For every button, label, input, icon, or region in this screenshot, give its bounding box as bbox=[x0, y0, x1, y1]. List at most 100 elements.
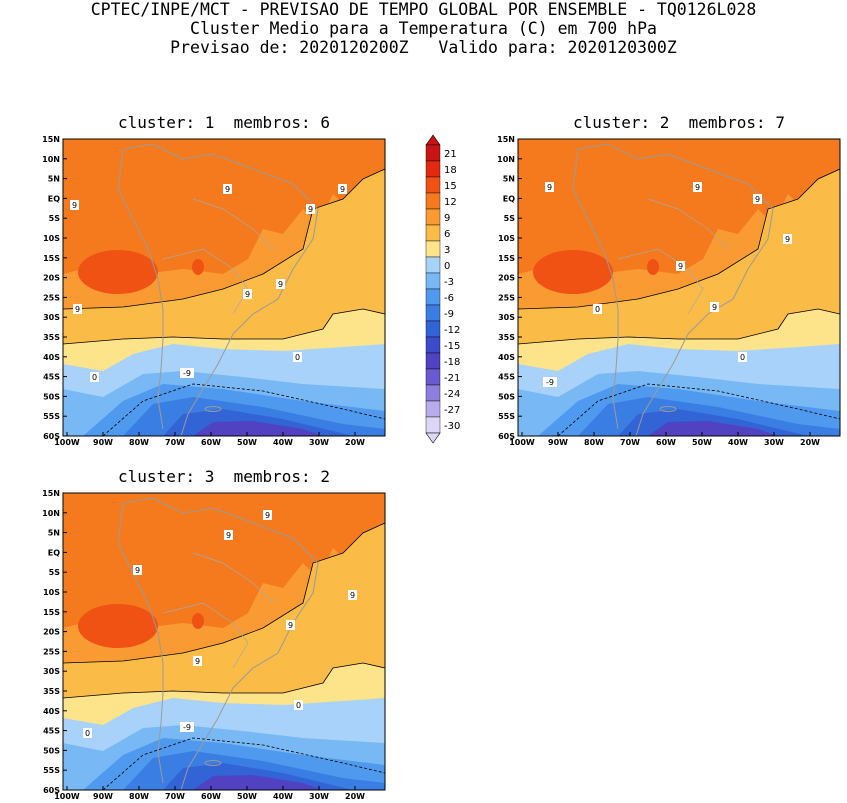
country-borders-north bbox=[192, 552, 274, 604]
lat-label: 30S bbox=[43, 313, 60, 322]
colorbar-label: -27 bbox=[444, 405, 460, 416]
lat-label: 5N bbox=[48, 175, 60, 184]
contour-label: 9 bbox=[678, 262, 683, 271]
falkland-islands bbox=[204, 406, 222, 412]
lat-label: 55S bbox=[43, 412, 60, 421]
contour-label: 9 bbox=[308, 205, 313, 214]
colorbar-swatch bbox=[425, 304, 441, 322]
contour-label: 0 bbox=[295, 353, 300, 362]
lon-label: 30W bbox=[309, 438, 329, 447]
lon-label: 60W bbox=[201, 438, 221, 447]
colorbar-label: -24 bbox=[444, 389, 460, 400]
contour-label: -9 bbox=[183, 723, 191, 732]
contour-line-minus9 bbox=[102, 383, 385, 436]
contour-label: -9 bbox=[546, 378, 554, 387]
temp-core-15-18 bbox=[78, 604, 158, 648]
map-cluster-1: 15N 10N 5N EQ 5S 10S 15S 20S 25S 30S 35S 40S 45S 50S 5… bbox=[42, 135, 386, 447]
temp-core-minus18 bbox=[193, 421, 323, 436]
country-borders bbox=[162, 602, 249, 669]
map-frame bbox=[62, 138, 386, 437]
colorbar-swatch bbox=[425, 144, 441, 162]
colorbar-swatch bbox=[425, 208, 441, 226]
contour-label: 9 bbox=[245, 290, 250, 299]
lat-label: 15S bbox=[43, 608, 60, 617]
panel-title-cluster-2: cluster: 2 membros: 7 bbox=[573, 113, 785, 132]
temp-core-minus18 bbox=[648, 421, 778, 436]
contour-label: 9 bbox=[695, 183, 700, 192]
contour-label-box bbox=[293, 352, 302, 362]
contour-label: 0 bbox=[595, 305, 600, 314]
lon-label: 100W bbox=[54, 438, 80, 447]
lat-label: 15N bbox=[42, 135, 60, 144]
contour-label-box bbox=[180, 722, 194, 732]
lat-label: 5S bbox=[49, 568, 61, 577]
contour-line-9 bbox=[518, 168, 840, 310]
colorbar-label: -6 bbox=[444, 293, 454, 304]
colorbar-swatch bbox=[425, 160, 441, 178]
country-borders-north bbox=[647, 198, 729, 250]
contour-line-9 bbox=[63, 522, 385, 664]
contour-line-0 bbox=[63, 662, 385, 699]
colorbar-label: 6 bbox=[444, 229, 450, 240]
colorbar-label: 0 bbox=[444, 261, 450, 272]
contour-label: 9 bbox=[225, 185, 230, 194]
lat-label: 30S bbox=[498, 313, 515, 322]
contour-label-box bbox=[224, 530, 233, 540]
lat-label: 5S bbox=[49, 214, 61, 223]
lat-label: 35S bbox=[43, 333, 60, 342]
lon-label: 100W bbox=[509, 438, 535, 447]
contour-label: -9 bbox=[183, 369, 191, 378]
colorbar-label: 18 bbox=[444, 165, 457, 176]
contour-label-box bbox=[73, 304, 82, 314]
contour-label: 9 bbox=[288, 621, 293, 630]
colorbar-swatch bbox=[425, 352, 441, 370]
contour-label-box bbox=[753, 194, 762, 204]
lat-label: 15N bbox=[42, 489, 60, 498]
colorbar-swatch bbox=[425, 288, 441, 306]
contour-label-box bbox=[133, 565, 142, 575]
contour-label-box bbox=[306, 204, 315, 214]
falkland-islands bbox=[204, 760, 222, 766]
contour-label: 9 bbox=[547, 183, 552, 192]
lon-label: 50W bbox=[237, 438, 257, 447]
contour-label: 9 bbox=[712, 303, 717, 312]
contour-label-box bbox=[545, 182, 554, 192]
lon-label: 100W bbox=[54, 792, 80, 801]
lat-label: EQ bbox=[48, 548, 60, 557]
country-borders bbox=[617, 248, 704, 315]
colorbar-swatch bbox=[425, 256, 441, 274]
lat-label: 50S bbox=[43, 392, 60, 401]
lat-label: 10S bbox=[498, 234, 515, 243]
lat-label: EQ bbox=[48, 194, 60, 203]
contour-label-box bbox=[738, 352, 747, 362]
lat-label: 10N bbox=[497, 155, 515, 164]
lat-label: 20S bbox=[43, 274, 60, 283]
colorbar-arrow-bottom bbox=[425, 432, 441, 444]
contour-line-0 bbox=[518, 308, 840, 345]
lon-label: 80W bbox=[584, 438, 604, 447]
lon-label: 70W bbox=[165, 438, 185, 447]
contour-line-9 bbox=[63, 168, 385, 310]
lat-label: 40S bbox=[498, 353, 515, 362]
coastline-east bbox=[122, 143, 319, 436]
lon-label: 80W bbox=[129, 438, 149, 447]
colorbar-swatch bbox=[425, 320, 441, 338]
temp-core-small bbox=[192, 259, 204, 275]
falkland-islands bbox=[659, 406, 677, 412]
colorbar-swatch bbox=[425, 400, 441, 418]
header-line-1: CPTEC/INPE/MCT - PREVISAO DE TEMPO GLOBA… bbox=[90, 0, 757, 19]
colorbar-label: -21 bbox=[444, 373, 460, 384]
lon-label: 80W bbox=[129, 792, 149, 801]
contour-label: 0 bbox=[740, 353, 745, 362]
lat-label: 60S bbox=[498, 432, 515, 441]
colorbar-arrow-top bbox=[425, 134, 441, 146]
colorbar-label: 21 bbox=[444, 149, 457, 160]
lat-label: 10N bbox=[42, 155, 60, 164]
contour-label: 9 bbox=[72, 201, 77, 210]
contour-label-box bbox=[193, 656, 202, 666]
contour-label: 9 bbox=[350, 591, 355, 600]
lon-label: 70W bbox=[620, 438, 640, 447]
panel-title-cluster-1: cluster: 1 membros: 6 bbox=[118, 113, 330, 132]
temp-core-small bbox=[647, 259, 659, 275]
temp-core-minus18 bbox=[193, 775, 323, 790]
